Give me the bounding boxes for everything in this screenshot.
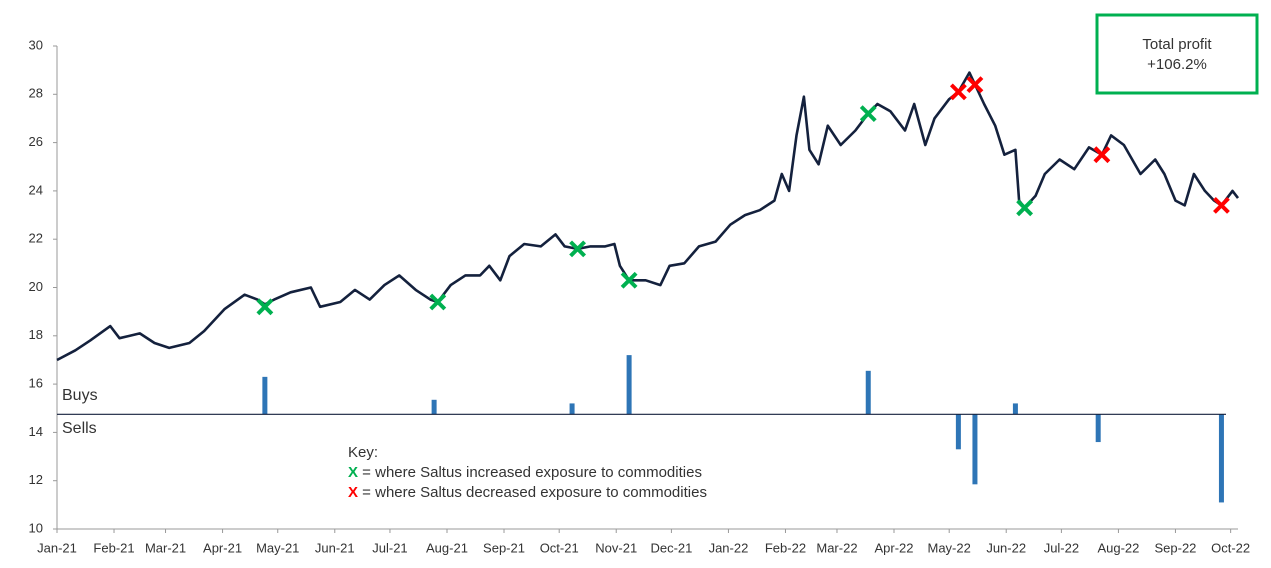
- trade-bar: [262, 376, 268, 415]
- x-tick-label: Jan-22: [709, 540, 749, 555]
- x-tick-label: Jun-22: [986, 540, 1026, 555]
- x-marker: [569, 240, 587, 258]
- x-marker: [620, 271, 638, 289]
- trade-bar: [626, 355, 632, 415]
- y-tick-label: 24: [29, 182, 43, 197]
- x-marker: [429, 293, 447, 311]
- x-tick-label: Jun-21: [315, 540, 355, 555]
- x-tick-label: Mar-22: [816, 540, 857, 555]
- x-tick-label: Aug-22: [1097, 540, 1139, 555]
- trade-bar: [1012, 403, 1018, 415]
- x-tick-label: Jul-22: [1044, 540, 1079, 555]
- x-tick-label: May-22: [928, 540, 971, 555]
- x-tick-label: Mar-21: [145, 540, 186, 555]
- trade-bar: [972, 414, 978, 485]
- key-entry: X = where Saltus decreased exposure to c…: [348, 484, 707, 501]
- profit-value: +106.2%: [1147, 56, 1207, 73]
- x-tick-label: Feb-21: [93, 540, 134, 555]
- key-text: = where Saltus increased exposure to com…: [358, 464, 702, 481]
- x-tick-label: Sep-21: [483, 540, 525, 555]
- y-tick-label: 20: [29, 279, 43, 294]
- x-marker: [966, 76, 984, 94]
- key-symbol: X: [348, 464, 358, 481]
- price-line: [56, 71, 1240, 362]
- x-tick-label: Nov-21: [595, 540, 637, 555]
- y-tick-label: 12: [29, 472, 43, 487]
- x-tick-label: Jul-21: [372, 540, 407, 555]
- y-tick-label: 28: [29, 86, 43, 101]
- key-title: Key:: [348, 444, 378, 461]
- x-tick-label: May-21: [256, 540, 299, 555]
- trade-bar: [569, 403, 575, 415]
- y-tick-label: 22: [29, 231, 43, 246]
- trade-bar: [431, 399, 437, 415]
- x-tick-label: Oct-22: [1211, 540, 1250, 555]
- key-entry: X = where Saltus increased exposure to c…: [348, 464, 702, 481]
- y-tick-label: 30: [29, 37, 43, 52]
- profit-title: Total profit: [1142, 36, 1212, 53]
- x-marker: [1016, 199, 1034, 217]
- x-tick-label: Jan-21: [37, 540, 77, 555]
- x-tick-label: Dec-21: [650, 540, 692, 555]
- x-marker: [1213, 196, 1230, 214]
- profit-box: [1095, 13, 1259, 95]
- trade-bar: [1218, 414, 1224, 503]
- x-tick-label: Oct-21: [540, 540, 579, 555]
- x-tick-label: Feb-22: [765, 540, 806, 555]
- y-tick-label: 14: [29, 424, 43, 439]
- y-tick-label: 10: [29, 520, 43, 535]
- x-marker: [1093, 146, 1111, 164]
- buys-label: Buys: [62, 387, 98, 404]
- x-tick-label: Sep-22: [1154, 540, 1196, 555]
- trade-bar: [955, 414, 961, 450]
- sells-label: Sells: [62, 420, 97, 437]
- x-tick-label: Aug-21: [426, 540, 468, 555]
- x-marker: [949, 83, 967, 101]
- x-tick-label: Apr-21: [203, 540, 242, 555]
- y-tick-label: 18: [29, 327, 43, 342]
- key-symbol: X: [348, 484, 358, 501]
- key-text: = where Saltus decreased exposure to com…: [358, 484, 707, 501]
- x-marker: [859, 105, 877, 123]
- x-tick-label: Apr-22: [874, 540, 913, 555]
- trade-bar: [1095, 414, 1101, 443]
- x-marker: [256, 298, 274, 316]
- y-tick-label: 26: [29, 134, 43, 149]
- y-tick-label: 16: [29, 376, 43, 391]
- trade-bar: [865, 370, 871, 415]
